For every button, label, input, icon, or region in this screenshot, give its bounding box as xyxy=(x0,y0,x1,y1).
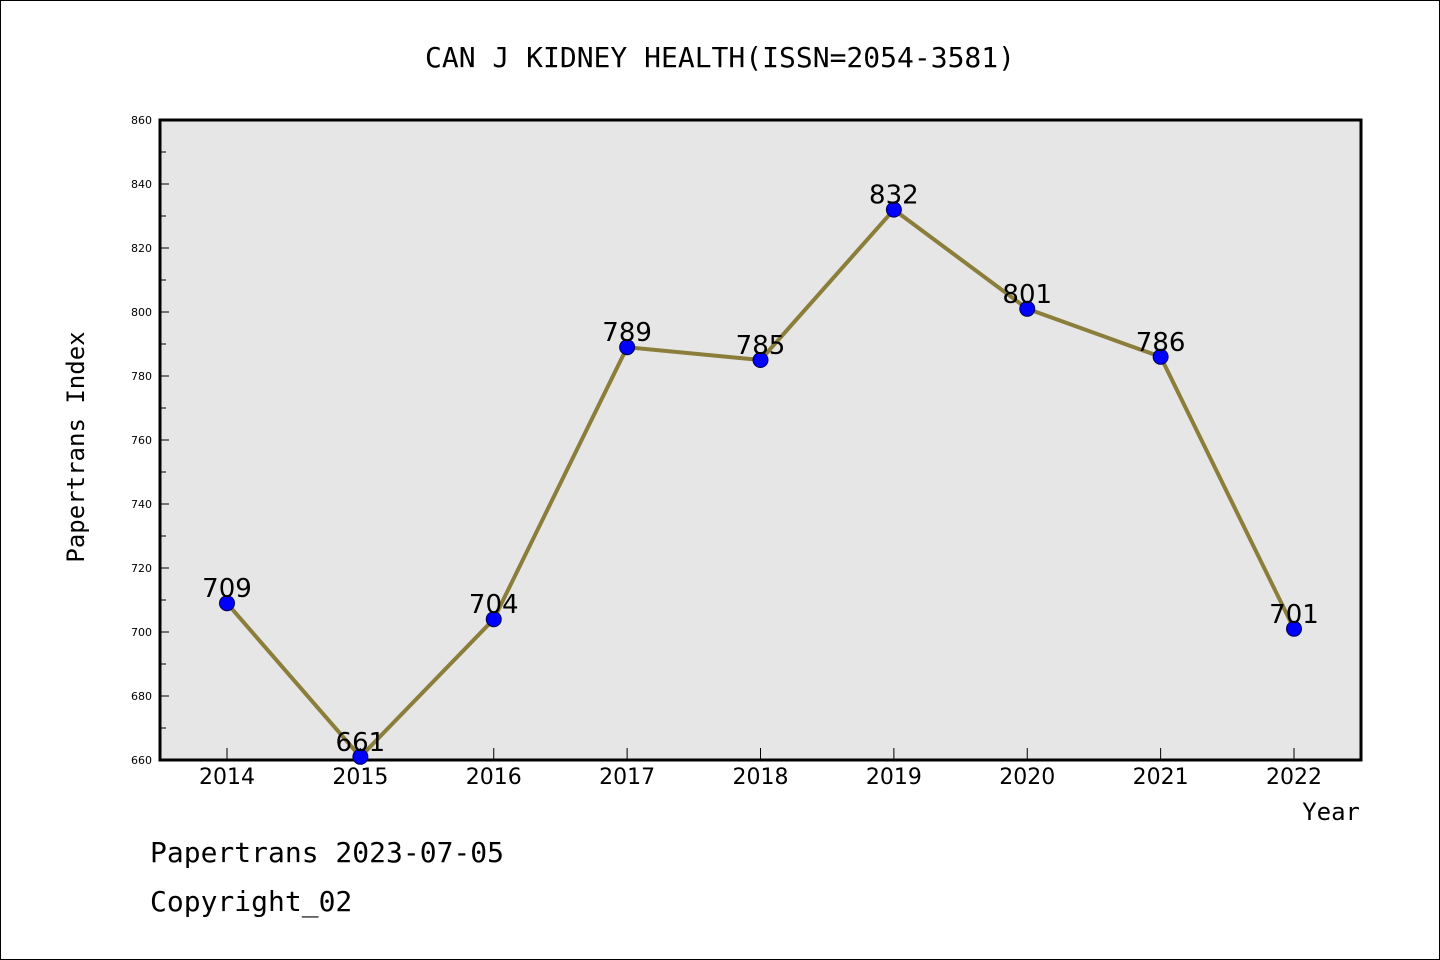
y-tick-label: 700 xyxy=(131,626,152,639)
data-label: 789 xyxy=(602,318,652,348)
data-point xyxy=(352,748,369,765)
x-tick-label: 2019 xyxy=(866,765,922,790)
data-point xyxy=(619,339,636,356)
x-tick-label: 2020 xyxy=(999,765,1055,790)
data-labels: 709 661 704 789 785 832 801 786 701 xyxy=(202,181,1319,758)
footer-copyright: Copyright_02 xyxy=(150,885,353,918)
data-point xyxy=(1286,620,1302,637)
chart-title: CAN J KIDNEY HEALTH(ISSN=2054-3581) xyxy=(425,41,1015,74)
y-tick-label: 800 xyxy=(131,306,152,319)
footer-date: Papertrans 2023-07-05 xyxy=(150,836,505,869)
data-label: 786 xyxy=(1136,328,1186,358)
y-tick-label: 760 xyxy=(131,434,152,447)
data-point xyxy=(485,611,502,628)
data-point xyxy=(885,201,902,218)
y-tick-label: 820 xyxy=(131,242,152,255)
x-axis-label: Year xyxy=(1302,798,1360,826)
data-label: 801 xyxy=(1002,280,1052,310)
x-tick-label: 2017 xyxy=(599,765,655,790)
x-tick-label: 2018 xyxy=(733,765,789,790)
y-tick-label: 680 xyxy=(131,690,152,703)
data-label: 832 xyxy=(869,181,919,211)
y-tick-label: 860 xyxy=(131,114,152,127)
data-label: 785 xyxy=(736,331,786,361)
y-tick-label: 780 xyxy=(131,370,152,383)
x-tick-label: 2014 xyxy=(199,765,255,790)
y-tick-label: 720 xyxy=(131,562,152,575)
data-label: 701 xyxy=(1269,600,1319,630)
y-tick-label: 840 xyxy=(131,178,152,191)
x-tick-label: 2022 xyxy=(1266,765,1322,790)
x-tick-label: 2016 xyxy=(466,765,522,790)
x-tick-label: 2021 xyxy=(1133,765,1189,790)
data-point xyxy=(752,352,769,368)
data-label: 709 xyxy=(202,574,252,604)
data-label: 704 xyxy=(469,590,519,620)
data-point xyxy=(219,595,235,612)
data-point xyxy=(1152,348,1169,365)
data-point xyxy=(1019,300,1036,317)
y-tick-label: 660 xyxy=(131,754,152,767)
x-axis: 2014 2015 2016 2017 2018 2019 2020 2021 2022 xyxy=(199,748,1322,790)
y-axis: 660 680 700 720 740 760 780 800 820 840 860 xyxy=(131,114,169,767)
x-tick-label: 2015 xyxy=(332,765,388,790)
y-tick-label: 740 xyxy=(131,498,152,511)
data-label: 661 xyxy=(336,728,386,758)
plot-area xyxy=(158,118,1363,762)
data-markers xyxy=(219,201,1302,765)
y-axis-label: Papertrans Index xyxy=(62,331,90,562)
